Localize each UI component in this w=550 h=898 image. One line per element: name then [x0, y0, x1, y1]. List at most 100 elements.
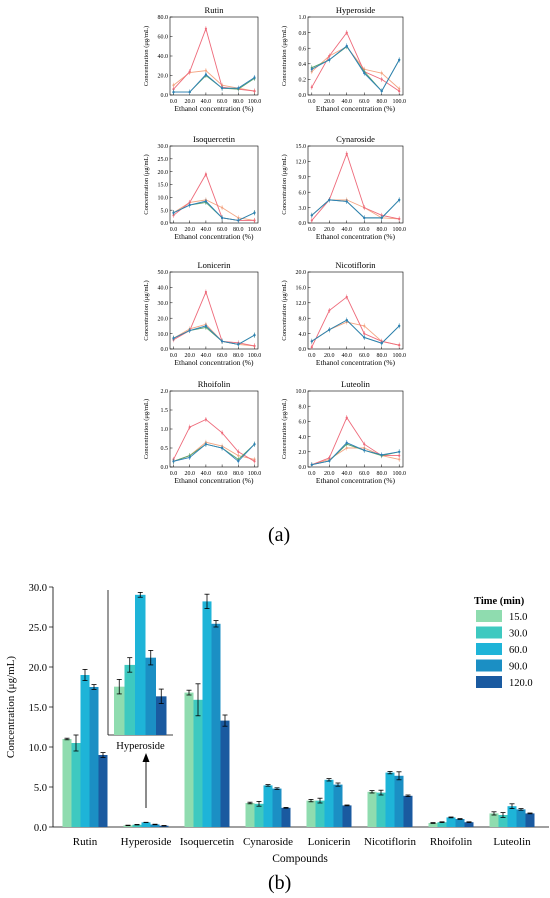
data-point — [345, 152, 348, 155]
inset-bar — [124, 664, 135, 735]
x-axis-label: Ethanol concentration (%) — [316, 476, 396, 485]
category-label: Rutin — [73, 836, 98, 848]
data-point — [380, 214, 383, 217]
x-tick-label: 0.0 — [170, 227, 178, 233]
data-point — [220, 87, 224, 90]
x-tick-label: 40.0 — [342, 471, 353, 477]
legend-label: 90.0 — [509, 662, 527, 673]
line-chart-luteolin: Luteolin 0.0 2.0 4.0 6.0 8.0 10.0 0.0 20.0 40.0 60… — [281, 379, 406, 485]
y-tick-label: 20.0 — [158, 170, 169, 176]
data-point — [220, 206, 224, 209]
x-tick-label: 0.0 — [170, 99, 178, 105]
chart-title: Hyperoside — [336, 5, 375, 15]
inset-bar — [156, 696, 167, 735]
y-tick-label: 0.5 — [161, 446, 169, 452]
y-tick-label: 0.0 — [299, 93, 307, 99]
y-tick-label: 10.0 — [158, 196, 169, 202]
data-point — [188, 90, 191, 94]
x-tick-label: 60.0 — [217, 99, 228, 105]
bar — [376, 792, 386, 827]
bar — [315, 800, 325, 827]
x-axis-label: Ethanol concentration (%) — [174, 358, 254, 367]
data-point — [398, 217, 401, 220]
data-point — [237, 87, 240, 90]
legend-swatch — [476, 626, 502, 639]
bar — [498, 815, 508, 827]
bar — [80, 675, 90, 827]
data-point — [345, 416, 348, 419]
data-point — [220, 216, 224, 219]
data-point — [328, 309, 331, 312]
y-tick-label: 30.0 — [29, 583, 47, 594]
x-tick-label: 100.0 — [248, 353, 262, 359]
y-axis-label: Concentration (μg/mL) — [281, 280, 288, 340]
data-point — [253, 90, 256, 93]
y-tick-label: 20.0 — [296, 270, 307, 276]
series-line — [173, 418, 255, 462]
data-point — [345, 295, 348, 299]
y-tick-label: 80.0 — [158, 15, 169, 21]
y-tick-label: 40.0 — [158, 286, 169, 292]
bar — [525, 813, 535, 827]
data-point — [204, 324, 208, 327]
bar — [263, 785, 273, 827]
line-chart-rutin: Rutin 0.0 20.0 40.0 60.0 80.0 0.0 20.0 40.0 60.0 8… — [143, 5, 261, 113]
data-point — [188, 203, 191, 207]
category-label: Cynaroside — [243, 836, 293, 848]
x-tick-label: 100.0 — [248, 471, 262, 477]
legend: Time (min) 15.0 30.0 60.0 90.0 120.0 — [474, 596, 533, 689]
plot-frame — [307, 16, 404, 96]
chart-title: Cynaroside — [336, 134, 375, 144]
y-tick-label: 0.0 — [161, 221, 169, 227]
inset-label: Hyperoside — [116, 741, 165, 752]
data-point — [363, 449, 366, 452]
y-tick-label: 4.0 — [299, 332, 307, 338]
y-tick-label: 0.0 — [299, 221, 307, 227]
chart-title: Luteolin — [341, 379, 371, 389]
data-point — [253, 219, 256, 222]
x-tick-label: 20.0 — [184, 353, 195, 359]
x-tick-label: 80.0 — [376, 227, 387, 233]
data-point — [188, 201, 191, 204]
y-tick-label: 10.0 — [29, 743, 47, 754]
data-point — [363, 72, 366, 75]
data-point — [363, 216, 366, 219]
data-point — [398, 458, 401, 461]
series-line — [173, 443, 255, 462]
line-chart-lonicerin: Lonicerin 0.0 10.0 20.0 30.0 40.0 50.0 0.0 20.0 4… — [143, 260, 261, 367]
x-tick-label: 80.0 — [376, 353, 387, 359]
inset-bar — [114, 686, 125, 735]
bar — [211, 623, 221, 827]
y-tick-label: 25.0 — [29, 623, 47, 634]
bar — [437, 822, 447, 827]
y-tick-label: 2.0 — [161, 389, 169, 395]
plot-frame — [169, 16, 259, 96]
data-point — [188, 329, 191, 332]
data-point — [220, 431, 224, 434]
y-tick-label: 1.0 — [161, 427, 169, 433]
y-tick-label: 8.0 — [299, 316, 307, 322]
bar — [193, 699, 203, 827]
data-point — [398, 324, 401, 327]
data-point — [398, 450, 401, 453]
inset-bar — [135, 594, 146, 735]
y-tick-label: 15.0 — [296, 144, 307, 150]
category-label: Hyperoside — [121, 836, 172, 848]
y-tick-label: 1.0 — [299, 15, 307, 21]
series-line — [311, 45, 400, 92]
data-point — [237, 216, 240, 219]
series-line — [311, 416, 400, 466]
y-tick-label: 25.0 — [158, 157, 169, 163]
x-tick-label: 60.0 — [217, 227, 228, 233]
x-tick-label: 100.0 — [392, 227, 406, 233]
data-point — [172, 88, 175, 91]
data-point — [188, 70, 191, 73]
x-tick-label: 40.0 — [201, 227, 212, 233]
inset-chart: Hyperoside — [107, 590, 173, 808]
data-point — [237, 454, 240, 457]
legend-label: 15.0 — [509, 612, 527, 623]
x-tick-label: 20.0 — [324, 99, 335, 105]
x-axis-label: Ethanol concentration (%) — [174, 476, 254, 485]
bar — [306, 800, 316, 827]
x-tick-label: 40.0 — [342, 99, 353, 105]
